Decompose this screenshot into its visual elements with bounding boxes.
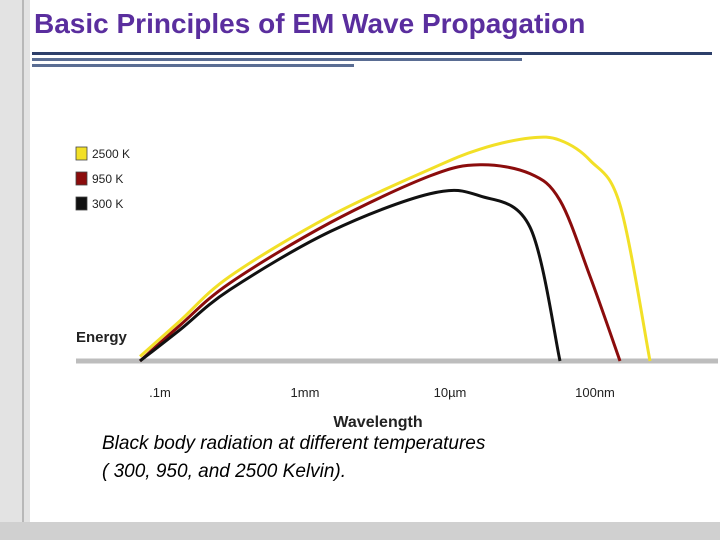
series-line-950k bbox=[139, 163, 622, 363]
legend-swatch-950k bbox=[75, 171, 88, 186]
bottom-decor-band bbox=[0, 522, 720, 540]
x-tick-label: 100nm bbox=[575, 385, 615, 400]
x-tick-label: .1m bbox=[149, 385, 171, 400]
title-rule-3 bbox=[32, 64, 354, 67]
title-rule-2 bbox=[32, 58, 522, 61]
left-decor-line bbox=[22, 0, 24, 525]
slide-title: Basic Principles of EM Wave Propagation bbox=[34, 8, 586, 39]
series-line-300k bbox=[139, 188, 562, 363]
blackbody-chart: 2500 K 950 K 300 K Energy .1m 1mm 10µm 100nm Wav… bbox=[60, 118, 720, 438]
left-decor-band bbox=[0, 0, 30, 540]
legend-label: 300 K bbox=[92, 197, 123, 211]
x-axis-label: Wavelength bbox=[333, 414, 422, 431]
legend-label: 950 K bbox=[92, 172, 123, 186]
legend-swatch-2500k bbox=[75, 146, 88, 161]
y-axis-label: Energy bbox=[76, 329, 128, 346]
figure-caption: Black body radiation at different temper… bbox=[102, 430, 485, 486]
legend-swatch-300k bbox=[75, 196, 88, 211]
x-tick-label: 1mm bbox=[291, 385, 320, 400]
caption-line-2: ( 300, 950, and 2500 Kelvin). bbox=[102, 461, 347, 482]
series-line-2500k bbox=[139, 135, 652, 362]
title-rule-1 bbox=[32, 52, 712, 55]
x-tick-label: 10µm bbox=[434, 385, 467, 400]
caption-line-1: Black body radiation at different temper… bbox=[102, 433, 486, 454]
legend-label: 2500 K bbox=[92, 147, 130, 161]
chart-svg: 2500 K 950 K 300 K Energy .1m 1mm 10µm 100nm Wav… bbox=[75, 135, 718, 431]
